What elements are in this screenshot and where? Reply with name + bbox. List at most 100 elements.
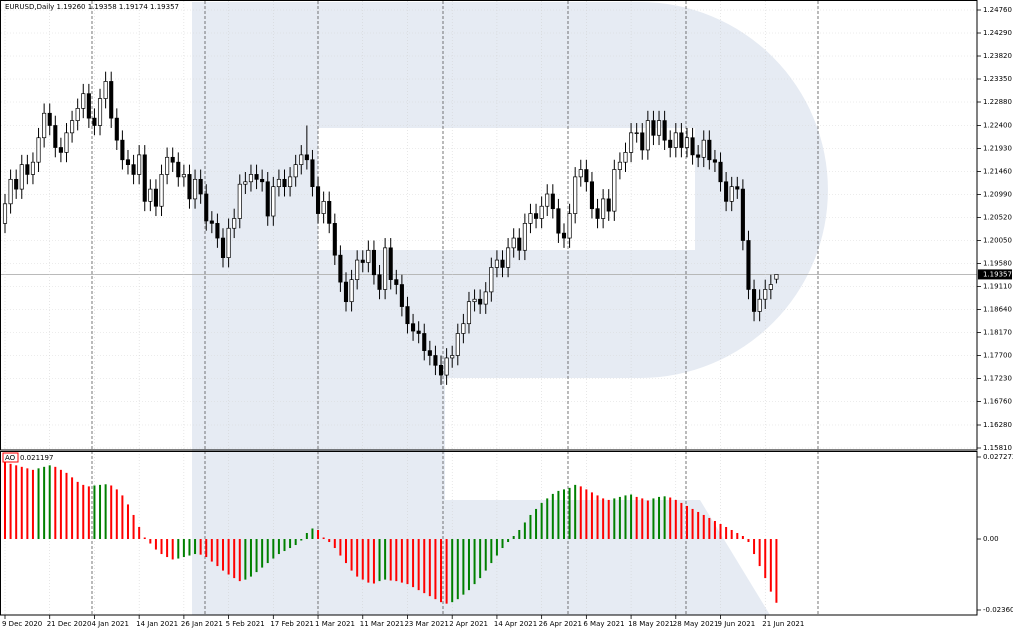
ao-bar — [702, 514, 705, 540]
ao-bar — [507, 539, 510, 543]
candle-body — [8, 178, 13, 205]
ao-bar — [518, 529, 521, 540]
x-tick-label: 26 Apr 2021 — [539, 620, 582, 628]
ao-bar — [741, 536, 744, 540]
ao-bar — [43, 466, 46, 540]
candle-body — [220, 237, 226, 258]
ao-bar — [618, 496, 621, 540]
candle-body — [595, 208, 600, 219]
candle-body — [226, 227, 231, 258]
candle-body — [343, 281, 349, 303]
ao-bar — [747, 539, 750, 543]
ao-bar — [227, 539, 230, 575]
x-tick-label: 2 Apr 2021 — [449, 620, 488, 628]
ao-bar — [20, 466, 23, 540]
x-tick-label: 4 Jan 2021 — [91, 620, 129, 628]
ao-bar — [490, 539, 493, 564]
candle-body — [114, 117, 119, 141]
candle-body — [506, 247, 511, 268]
candle-body — [47, 112, 52, 126]
ao-bar — [557, 490, 560, 540]
x-tick-label: 23 Mar 2021 — [404, 620, 448, 628]
ao-bar — [194, 539, 197, 555]
candle-body — [718, 161, 723, 183]
grid — [1, 1, 977, 615]
candle-body — [383, 247, 388, 290]
ao-bar — [367, 539, 370, 583]
ao-bar — [344, 539, 347, 564]
x-tick-label: 18 May 2021 — [628, 620, 674, 628]
candle-body — [338, 254, 343, 283]
ao-bar — [104, 484, 107, 540]
ao-bar — [317, 529, 320, 540]
candle-body — [573, 176, 578, 214]
candle-body — [355, 259, 360, 281]
candle-body — [131, 164, 136, 175]
candle-body — [416, 330, 421, 334]
x-tick-label: 9 Dec 2020 — [2, 620, 42, 628]
candle-body — [265, 181, 270, 217]
ao-bar — [110, 485, 113, 540]
ao-bar — [574, 484, 577, 540]
candle-body — [567, 213, 572, 239]
ao-bar — [400, 539, 403, 583]
candle-body — [752, 289, 757, 312]
x-tick-label: 21 Jun 2021 — [762, 620, 804, 628]
candle-body — [142, 154, 147, 202]
period-separators — [91, 1, 819, 615]
ao-bar — [535, 508, 538, 540]
x-tick-label: 11 Mar 2021 — [360, 620, 404, 628]
candle-body — [209, 220, 214, 224]
ao-bar — [641, 498, 644, 540]
ao-bar — [160, 539, 163, 555]
candle-body — [690, 137, 695, 156]
candle-body — [522, 223, 527, 251]
candle-body — [120, 139, 125, 161]
x-tick-label: 17 Feb 2021 — [270, 620, 314, 628]
ao-bar — [305, 532, 308, 540]
ao-bar — [708, 517, 711, 540]
candle-body — [634, 132, 639, 134]
ao-bar — [602, 498, 605, 540]
candle-body — [137, 154, 142, 175]
candle-body — [86, 93, 91, 119]
ao-bar — [680, 502, 683, 540]
candle-body — [371, 249, 376, 276]
candle-body — [444, 357, 449, 376]
candle-body — [712, 159, 717, 163]
ao-bar — [445, 539, 448, 604]
ao-panel-frame — [0, 451, 978, 616]
y-tick-label: 1.18170 — [983, 329, 1012, 337]
ao-bar — [658, 496, 661, 540]
ao-bar — [210, 539, 213, 562]
ao-bar — [154, 539, 157, 550]
y-tick-label: 1.24760 — [983, 6, 1012, 14]
candle-body — [327, 200, 332, 224]
candle-body — [746, 240, 751, 290]
candle-body — [321, 200, 326, 214]
ao-bar — [434, 539, 437, 600]
last-price-label: 1.19357 — [983, 270, 1012, 278]
ao-bar — [495, 539, 498, 556]
ao-bar — [512, 536, 515, 540]
candle-body — [724, 181, 729, 202]
ao-bar — [143, 537, 146, 540]
candle-body — [757, 298, 762, 312]
x-tick-label: 1 Mar 2021 — [315, 620, 355, 628]
ao-bar — [48, 465, 51, 540]
x-tick-label: 14 Apr 2021 — [494, 620, 537, 628]
candle-body — [668, 139, 673, 148]
ao-bar — [685, 505, 688, 540]
candle-body — [14, 178, 19, 190]
ao-bar — [395, 539, 398, 582]
y-tick-label: 1.21930 — [983, 144, 1012, 152]
y-tick-label: 1.20520 — [983, 213, 1012, 221]
y-tick-label: -0.023607 — [983, 606, 1013, 614]
candle-body — [70, 120, 75, 134]
ao-bar — [54, 466, 57, 540]
candle-body — [673, 132, 678, 148]
last-price-box — [978, 269, 1012, 280]
y-tick-label: 1.16280 — [983, 421, 1012, 429]
ao-bar — [255, 539, 258, 573]
ao-bar — [277, 539, 280, 555]
